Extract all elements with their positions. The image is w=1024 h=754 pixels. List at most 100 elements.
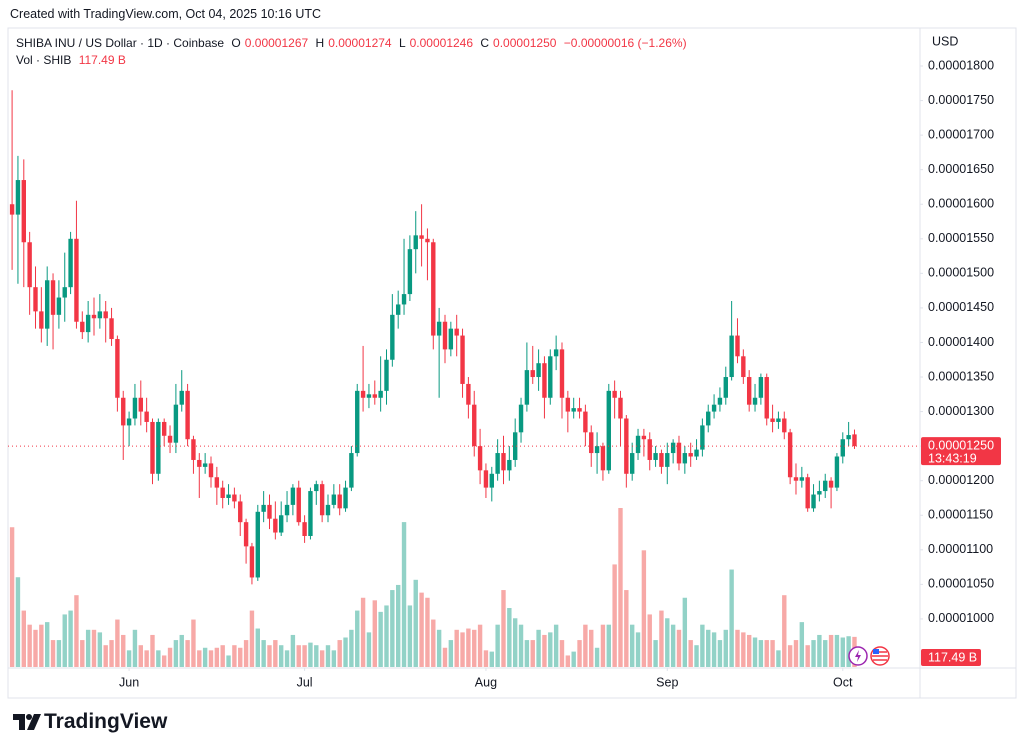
- candle-body: [688, 453, 693, 457]
- volume-bar: [618, 508, 623, 667]
- candle-body: [161, 421, 167, 436]
- volume-bar: [273, 640, 278, 667]
- candle-body: [319, 484, 325, 516]
- candle-body: [144, 411, 149, 422]
- y-tick-label: 0.00001700: [928, 127, 994, 141]
- volume-bar: [238, 647, 243, 667]
- volume-bar: [15, 577, 21, 667]
- candle-body: [366, 394, 372, 398]
- last-price-box: [921, 437, 1001, 466]
- candle-body: [530, 370, 535, 378]
- candle-body: [39, 311, 44, 329]
- ohlc-letter: C: [480, 36, 490, 50]
- candle-body: [840, 439, 845, 457]
- candle-body: [454, 328, 459, 336]
- candle-body: [278, 515, 284, 533]
- candle-body: [74, 238, 79, 322]
- volume-bar: [44, 622, 50, 667]
- candle-body: [355, 390, 360, 454]
- volume-bar: [232, 645, 237, 667]
- volume-bar: [477, 624, 483, 667]
- candle-body: [852, 434, 857, 447]
- volume-bar: [9, 527, 15, 667]
- candle-body: [600, 446, 606, 471]
- candle-body: [466, 383, 471, 405]
- volume-bar: [647, 614, 652, 667]
- candle-body: [565, 397, 571, 412]
- candle-body: [343, 487, 348, 509]
- volume-bar: [460, 632, 465, 667]
- candle-body: [331, 494, 337, 505]
- logo: TradingView: [12, 710, 167, 734]
- y-tick-label: 0.00001750: [928, 93, 994, 107]
- volume-bar: [741, 632, 746, 667]
- volume-bar: [735, 629, 740, 667]
- volume-bar: [284, 650, 290, 667]
- volume-bar: [472, 629, 477, 667]
- candle-body: [553, 349, 559, 357]
- candle-body: [121, 397, 126, 426]
- volume-bar: [483, 650, 489, 667]
- candle-body: [384, 359, 389, 391]
- volume-bar: [290, 634, 296, 667]
- candle-body: [80, 321, 85, 333]
- ohlc-value: 0.00001274: [328, 36, 392, 50]
- x-tick-label: Oct: [833, 675, 853, 689]
- candle-body: [62, 287, 67, 298]
- volume-bar: [694, 645, 699, 667]
- y-tick-label: 0.00001450: [928, 300, 994, 314]
- volume-bar: [56, 640, 62, 667]
- volume-bar: [758, 640, 764, 667]
- volume-bar: [314, 645, 319, 667]
- volume-bar: [33, 629, 38, 667]
- candle-body: [97, 311, 103, 319]
- candle-body: [413, 235, 418, 250]
- candle-body: [764, 377, 769, 419]
- candle-body: [419, 235, 424, 239]
- candle-body: [138, 397, 143, 412]
- x-tick-label: Jul: [297, 675, 313, 689]
- ohlc-letter: H: [315, 36, 325, 50]
- last-price-label: 0.00001250: [928, 438, 994, 452]
- candle-body: [255, 511, 260, 578]
- volume-bar: [378, 611, 383, 667]
- volume-bar: [355, 610, 360, 667]
- candle-body: [132, 397, 138, 419]
- candle-body: [243, 522, 249, 547]
- volume-bar: [191, 619, 196, 667]
- candle-body: [425, 238, 430, 243]
- volume-title: Vol · SHIB: [16, 53, 72, 67]
- volume-bar: [278, 645, 284, 667]
- candle-body: [15, 180, 21, 215]
- volume-bar: [185, 640, 190, 667]
- candle-body: [191, 439, 196, 460]
- volume-bar: [442, 647, 448, 667]
- currency: USD: [932, 34, 958, 48]
- candle-body: [817, 491, 822, 495]
- candle-body: [717, 397, 723, 405]
- volume-box: [921, 649, 981, 666]
- candle-body: [846, 435, 851, 440]
- candle-body: [507, 459, 512, 471]
- volume-bar: [349, 629, 354, 667]
- volume-bar: [50, 640, 56, 667]
- volume-bar: [167, 647, 173, 667]
- volume-bar: [366, 632, 372, 667]
- candle-body: [390, 314, 395, 360]
- candle-body: [296, 487, 301, 523]
- candle-body: [401, 294, 407, 305]
- volume-bar: [670, 624, 676, 667]
- candle-body: [723, 377, 728, 398]
- y-tick-label: 0.00001550: [928, 231, 994, 245]
- volume-bar: [372, 600, 377, 667]
- candle-body: [9, 204, 15, 215]
- y-tick-label: 0.00001050: [928, 577, 994, 591]
- volume-bar: [682, 597, 688, 667]
- volume-bar: [261, 640, 266, 667]
- volume-bar: [144, 650, 149, 667]
- candle-body: [624, 418, 629, 474]
- candle-body: [823, 480, 828, 492]
- change: −0.00000016 (−1.26%): [563, 36, 687, 50]
- candle-body: [448, 328, 454, 350]
